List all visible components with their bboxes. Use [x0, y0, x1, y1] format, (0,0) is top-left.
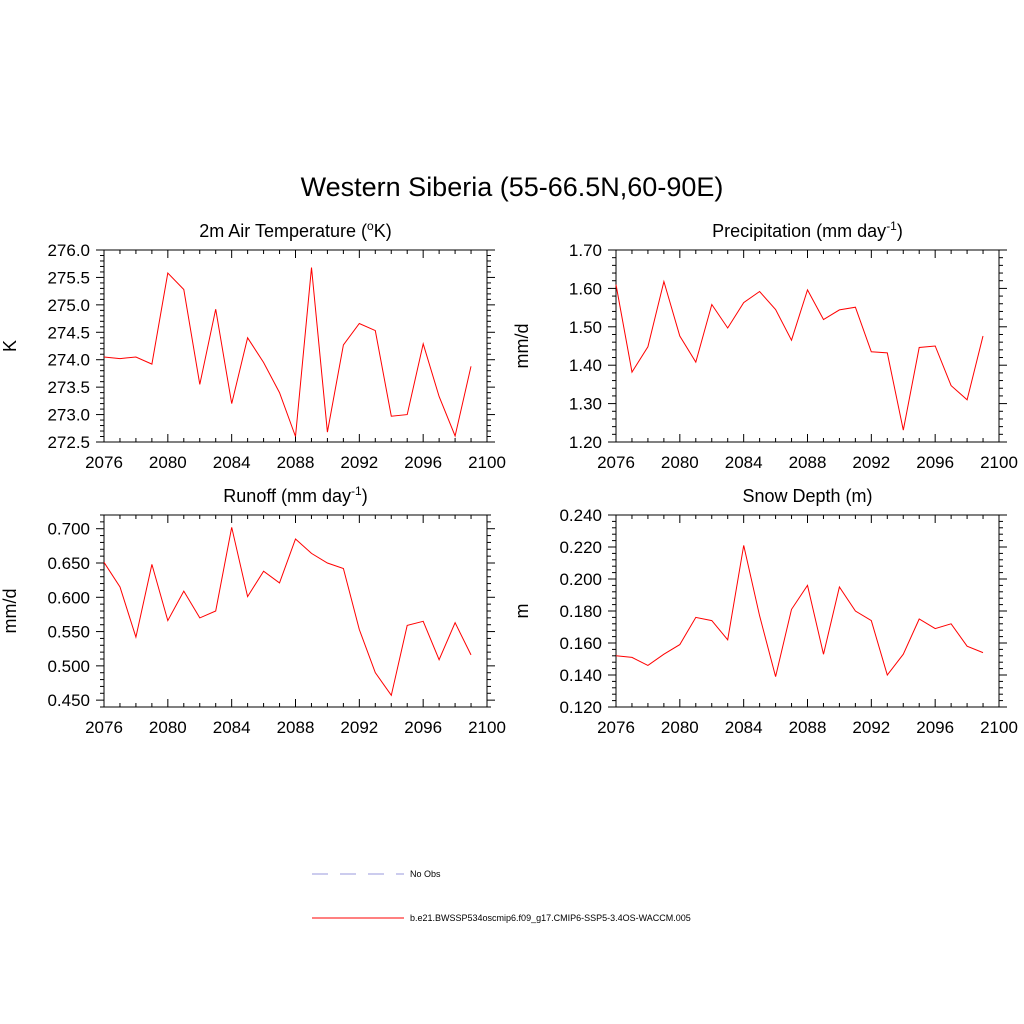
panel-title: Precipitation (mm day-1) — [712, 219, 903, 241]
x-tick-label: 2088 — [277, 453, 315, 472]
x-tick-label: 2096 — [404, 453, 442, 472]
legend-label-no-obs: No Obs — [410, 869, 441, 879]
chart-panel-4: Snow Depth (m) 2076 2080 2084 2088 2092 2096 21… — [512, 486, 1018, 737]
panel-title: Runoff (mm day-1) — [223, 484, 367, 506]
y-tick-label: 0.650 — [47, 554, 90, 573]
y-tick-label: 1.20 — [569, 433, 602, 452]
y-tick-label: 0.240 — [559, 506, 602, 525]
x-tick-label: 2076 — [85, 718, 123, 737]
series-line — [615, 545, 984, 677]
x-tick-label: 2084 — [213, 453, 251, 472]
y-tick-label: 1.70 — [569, 241, 602, 260]
x-tick-label: 2080 — [149, 453, 187, 472]
y-tick-label: 1.60 — [569, 279, 602, 298]
chart-panel-3: Runoff (mm day-1) 2076 2080 2084 2088 2092 209… — [0, 484, 506, 737]
x-tick-label: 2096 — [916, 453, 954, 472]
chart-panel-1: 2m Air Temperature (oK) 2076 2080 2084 2088 2… — [0, 219, 506, 472]
y-tick-label: 273.0 — [47, 406, 90, 425]
y-tick-label: 1.50 — [569, 318, 602, 337]
y-tick-label: 276.0 — [47, 241, 90, 260]
y-axis-label: K — [0, 340, 20, 352]
y-tick-label: 272.5 — [47, 433, 90, 452]
y-tick-label: 1.40 — [569, 356, 602, 375]
x-tick-label: 2092 — [340, 718, 378, 737]
x-tick-label: 2100 — [980, 453, 1018, 472]
y-tick-label: 0.140 — [559, 666, 602, 685]
y-axis-label: mm/d — [512, 324, 532, 369]
y-tick-label: 0.500 — [47, 657, 90, 676]
x-tick-label: 2096 — [916, 718, 954, 737]
y-tick-label: 0.450 — [47, 691, 90, 710]
x-tick-label: 2084 — [725, 718, 763, 737]
x-tick-label: 2100 — [468, 718, 506, 737]
series-line — [615, 279, 984, 431]
y-tick-label: 1.30 — [569, 395, 602, 414]
x-tick-label: 2092 — [852, 453, 890, 472]
x-tick-label: 2088 — [789, 453, 827, 472]
chart-panel-2: Precipitation (mm day-1) 2076 2080 2084 2088… — [512, 219, 1018, 472]
panel-title: Snow Depth (m) — [742, 486, 872, 506]
x-tick-label: 2084 — [725, 453, 763, 472]
x-tick-label: 2076 — [85, 453, 123, 472]
y-tick-label: 274.0 — [47, 351, 90, 370]
y-tick-label: 0.120 — [559, 698, 602, 717]
y-tick-label: 273.5 — [47, 378, 90, 397]
x-tick-label: 2076 — [597, 718, 635, 737]
series-line — [103, 267, 472, 438]
y-axis-label: mm/d — [0, 589, 20, 634]
x-tick-label: 2080 — [661, 453, 699, 472]
x-tick-label: 2100 — [980, 718, 1018, 737]
legend: No Obs b.e21.BWSSP534oscmip6.f09_g17.CMI… — [312, 869, 691, 923]
y-tick-label: 0.160 — [559, 634, 602, 653]
x-tick-label: 2088 — [277, 718, 315, 737]
y-tick-label: 0.200 — [559, 570, 602, 589]
y-tick-label: 0.600 — [47, 588, 90, 607]
legend-label-model: b.e21.BWSSP534oscmip6.f09_g17.CMIP6-SSP5… — [410, 913, 691, 923]
figure-title: Western Siberia (55-66.5N,60-90E) — [301, 172, 724, 202]
x-tick-label: 2084 — [213, 718, 251, 737]
x-tick-label: 2080 — [149, 718, 187, 737]
y-tick-label: 0.550 — [47, 623, 90, 642]
x-tick-label: 2088 — [789, 718, 827, 737]
x-tick-label: 2076 — [597, 453, 635, 472]
x-tick-label: 2096 — [404, 718, 442, 737]
y-tick-label: 0.220 — [559, 538, 602, 557]
series-line — [103, 527, 472, 697]
y-tick-label: 0.180 — [559, 602, 602, 621]
x-tick-label: 2100 — [468, 453, 506, 472]
x-tick-label: 2080 — [661, 718, 699, 737]
x-tick-label: 2092 — [340, 453, 378, 472]
y-tick-label: 275.0 — [47, 296, 90, 315]
y-tick-label: 0.700 — [47, 520, 90, 539]
y-axis-label: m — [512, 604, 532, 619]
y-tick-label: 274.5 — [47, 323, 90, 342]
x-tick-label: 2092 — [852, 718, 890, 737]
panel-title: 2m Air Temperature (oK) — [199, 219, 391, 241]
y-tick-label: 275.5 — [47, 268, 90, 287]
